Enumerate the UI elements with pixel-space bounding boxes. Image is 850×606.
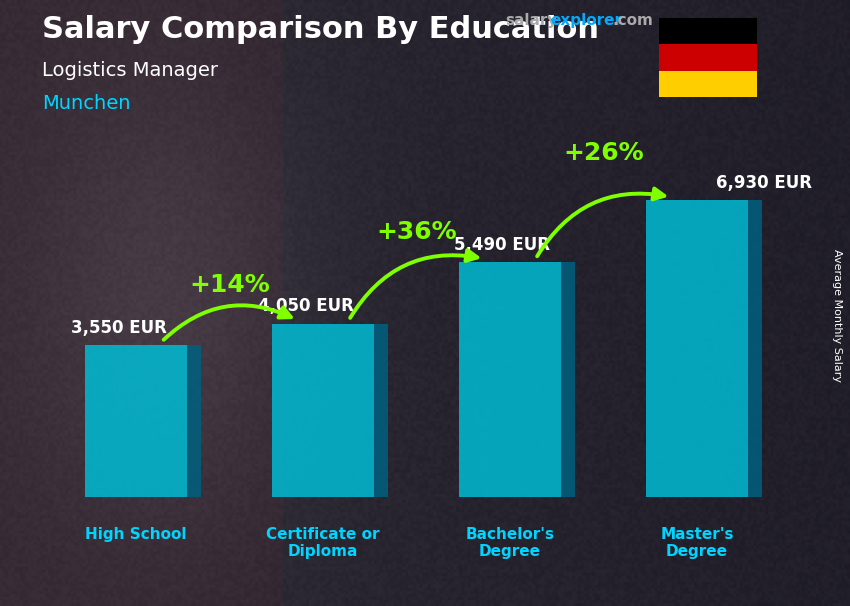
Text: 3,550 EUR: 3,550 EUR [71,319,167,336]
Text: .com: .com [612,13,653,28]
Bar [84,345,187,497]
Text: 4,050 EUR: 4,050 EUR [258,297,354,315]
Bar [659,44,756,71]
Text: Logistics Manager: Logistics Manager [42,61,218,79]
Bar [659,18,756,44]
Text: Bachelor's
Degree: Bachelor's Degree [466,527,554,559]
Bar [187,345,201,497]
Bar [374,324,388,497]
Bar [459,262,561,497]
Text: Average Monthly Salary: Average Monthly Salary [832,248,842,382]
Bar [271,324,374,497]
Text: Salary Comparison By Education: Salary Comparison By Education [42,15,599,44]
Bar [659,71,756,97]
FancyArrowPatch shape [164,305,291,340]
Bar [561,262,575,497]
Text: +26%: +26% [564,141,643,165]
Text: Certificate or
Diploma: Certificate or Diploma [266,527,380,559]
Bar [748,201,762,497]
Text: Munchen: Munchen [42,94,131,113]
Text: Master's
Degree: Master's Degree [660,527,734,559]
Text: 5,490 EUR: 5,490 EUR [454,236,550,253]
Text: 6,930 EUR: 6,930 EUR [716,174,812,192]
FancyArrowPatch shape [350,250,477,318]
Text: explorer: explorer [550,13,622,28]
FancyArrowPatch shape [537,188,664,256]
Text: +14%: +14% [189,273,269,297]
Bar [646,201,748,497]
Text: High School: High School [85,527,187,542]
Text: +36%: +36% [377,220,456,244]
Text: salary: salary [506,13,558,28]
